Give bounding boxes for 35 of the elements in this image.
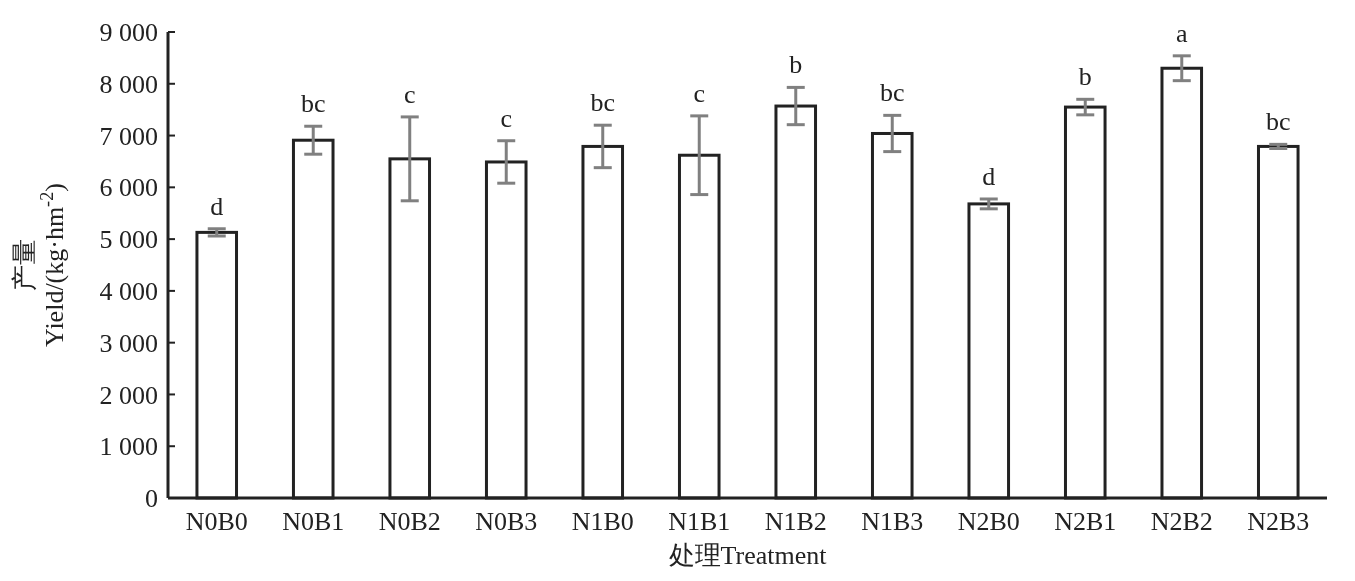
annotation: d <box>982 161 996 191</box>
x-tick-label: N0B3 <box>475 507 538 536</box>
annotation: bc <box>879 78 905 108</box>
y-tick-label: 2 000 <box>99 380 158 410</box>
annotation: c <box>403 79 416 109</box>
x-tick-label: N1B2 <box>764 507 827 536</box>
y-tick-label: 4 000 <box>99 276 158 306</box>
x-tick-label: N1B3 <box>861 507 924 536</box>
annotation: bc <box>590 88 616 118</box>
x-axis-title: 处理Treatment <box>668 541 828 570</box>
annotation: a <box>1175 18 1188 48</box>
annotation: b <box>789 50 803 80</box>
x-tick-label: N2B1 <box>1054 507 1117 536</box>
x-tick-label: N1B0 <box>571 507 634 536</box>
annotation: bc <box>1265 107 1291 137</box>
x-tick-label: N1B1 <box>668 507 731 536</box>
x-tick-label: N2B2 <box>1150 507 1213 536</box>
y-tick-label: 6 000 <box>99 173 158 203</box>
x-tick-label: N0B1 <box>282 507 345 536</box>
y-tick-label: 9 000 <box>99 18 158 48</box>
y-tick-label: 8 000 <box>99 69 158 99</box>
y-tick-label: 0 <box>145 484 158 514</box>
y-tick-label: 7 000 <box>99 121 158 151</box>
annotation: d <box>210 191 224 221</box>
x-tick-label: N0B2 <box>378 507 441 536</box>
annotation: bc <box>300 89 326 119</box>
annotation: b <box>1078 62 1092 92</box>
x-tick-label: N2B0 <box>957 507 1020 536</box>
x-tick-label: N2B3 <box>1247 507 1310 536</box>
y-tick-label: 1 000 <box>99 432 158 462</box>
annotation: c <box>500 103 513 133</box>
y-tick-label: 3 000 <box>99 328 158 358</box>
y-tick-label: 5 000 <box>99 225 158 255</box>
annotation: c <box>693 78 706 108</box>
x-tick-label: N0B0 <box>185 507 248 536</box>
